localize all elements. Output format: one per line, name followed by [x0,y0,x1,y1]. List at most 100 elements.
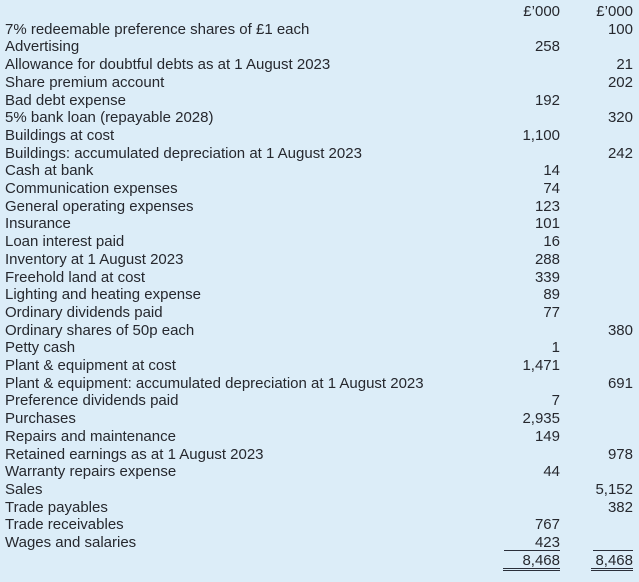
debit-value: 89 [543,286,560,304]
debit-cell: 1,471 [500,357,560,375]
table-row: Plant & equipment at cost 1,471 [5,357,633,375]
debit-value: 16 [543,233,560,251]
credit-cell [560,534,633,552]
credit-total: 8,468 [560,552,633,571]
credit-cell [560,92,633,110]
table-row: General operating expenses 123 [5,198,633,216]
account-label: Plant & equipment: accumulated depreciat… [5,374,424,392]
debit-cell: 2,935 [500,410,560,428]
account-label: Sales [5,480,43,498]
account-label: Ordinary shares of 50p each [5,321,195,339]
account-label: Bad debt expense [5,91,126,109]
account-label: General operating expenses [5,197,194,215]
account-label: Advertising [5,38,80,56]
debit-cell: 192 [500,92,560,110]
credit-value: 202 [607,73,633,91]
credit-cell: 5,152 [560,481,633,499]
account-label: 7% redeemable preference shares of £1 ea… [5,20,310,38]
table-row: Freehold land at cost 339 [5,269,633,287]
credit-cell [560,162,633,180]
table-body: 7% redeemable preference shares of £1 ea… [5,21,633,552]
debit-cell [500,481,560,499]
debit-value: 7 [551,392,560,410]
table-row: Trade payables 382 [5,499,633,517]
account-label: Wages and salaries [5,534,137,552]
column-header-credit: £’000 [560,3,633,21]
credit-cell [560,428,633,446]
debit-cell: 44 [500,463,560,481]
credit-cell [560,233,633,251]
debit-cell: 77 [500,304,560,322]
account-label: Warranty repairs expense [5,463,177,481]
debit-cell: 101 [500,215,560,233]
totals-row: 8,468 8,468 [5,552,633,571]
credit-value: 978 [607,445,633,463]
credit-cell [560,392,633,410]
debit-value: 339 [534,268,560,286]
debit-cell [500,21,560,39]
credit-cell: 691 [560,375,633,393]
credit-cell [560,516,633,534]
credit-value: 21 [616,56,633,74]
debit-cell [500,109,560,127]
table-row: Trade receivables 767 [5,516,633,534]
credit-value [593,535,633,552]
debit-value: 77 [543,303,560,321]
table-row: Cash at bank 14 [5,162,633,180]
debit-cell: 123 [500,198,560,216]
debit-value: 423 [504,535,560,552]
account-label: Trade payables [5,498,108,516]
credit-cell [560,463,633,481]
credit-total-value: 8,468 [591,553,633,571]
column-header-debit: £’000 [500,3,560,21]
credit-value: 382 [607,498,633,516]
credit-cell [560,38,633,56]
debit-cell: 74 [500,180,560,198]
debit-value: 14 [543,162,560,180]
account-label: Plant & equipment at cost [5,357,176,375]
account-label: Retained earnings as at 1 August 2023 [5,445,264,463]
table-row: 7% redeemable preference shares of £1 ea… [5,21,633,39]
account-label: Share premium account [5,73,165,91]
table-row: Inventory at 1 August 2023 288 [5,251,633,269]
account-label: Trade receivables [5,516,124,534]
credit-value: 380 [607,321,633,339]
debit-cell: 7 [500,392,560,410]
debit-value: 288 [534,250,560,268]
debit-value: 1 [551,339,560,357]
debit-cell: 423 [500,534,560,552]
credit-value: 100 [607,20,633,38]
debit-cell [500,145,560,163]
table-row: Warranty repairs expense 44 [5,463,633,481]
table-row: Lighting and heating expense 89 [5,286,633,304]
debit-cell [500,74,560,92]
column-header-debit-label: £’000 [523,3,560,20]
table-row: Petty cash 1 [5,339,633,357]
account-label: Cash at bank [5,162,94,180]
account-label: Ordinary dividends paid [5,303,163,321]
table-row: Insurance 101 [5,215,633,233]
debit-cell [500,499,560,517]
credit-cell [560,198,633,216]
table-row: Share premium account 202 [5,74,633,92]
table-row: Buildings at cost 1,100 [5,127,633,145]
debit-cell [500,446,560,464]
debit-cell: 767 [500,516,560,534]
debit-cell: 288 [500,251,560,269]
credit-cell [560,286,633,304]
account-label: Petty cash [5,339,76,357]
account-label: Buildings at cost [5,126,115,144]
debit-cell: 1,100 [500,127,560,145]
account-label: Freehold land at cost [5,268,146,286]
account-label: Repairs and maintenance [5,427,176,445]
table-row: 5% bank loan (repayable 2028) 320 [5,109,633,127]
credit-cell [560,180,633,198]
table-row: Bad debt expense 192 [5,92,633,110]
account-label: Loan interest paid [5,233,125,251]
credit-cell: 202 [560,74,633,92]
debit-cell: 16 [500,233,560,251]
credit-cell [560,269,633,287]
debit-value: 101 [534,215,560,233]
account-label: Buildings: accumulated depreciation at 1… [5,144,362,162]
